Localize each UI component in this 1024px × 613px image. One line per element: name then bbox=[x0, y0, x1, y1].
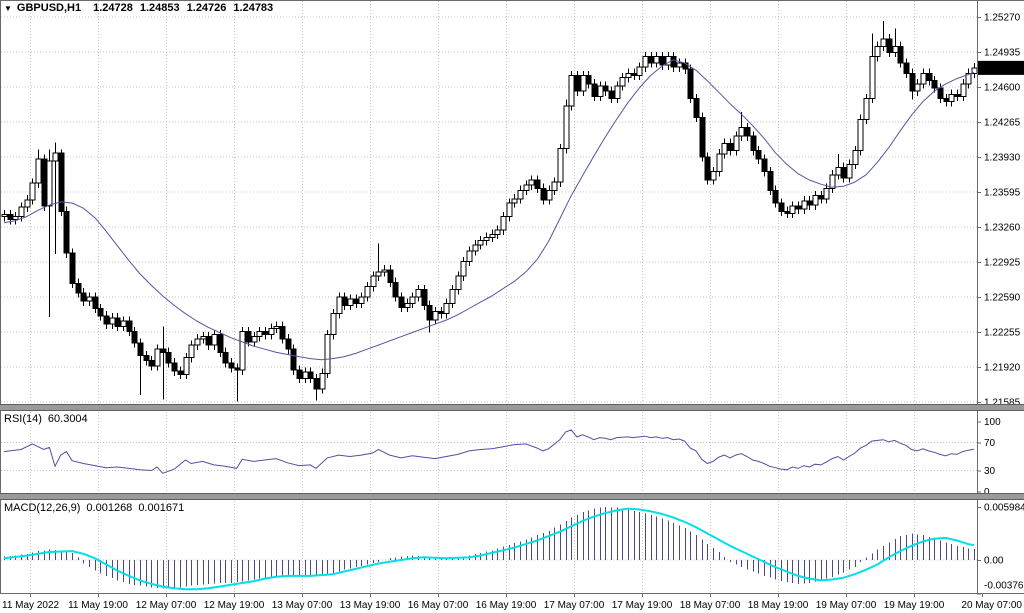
svg-text:100: 100 bbox=[984, 417, 1001, 428]
svg-text:0: 0 bbox=[984, 487, 990, 498]
svg-text:1.21585: 1.21585 bbox=[984, 398, 1021, 409]
candlesticks bbox=[1, 21, 978, 402]
svg-text:13 May 19:00: 13 May 19:00 bbox=[340, 600, 401, 611]
svg-text:1.21920: 1.21920 bbox=[984, 363, 1021, 374]
svg-text:0.005984: 0.005984 bbox=[984, 502, 1024, 513]
price-axis[interactable]: 1.25270 1.24935 1.24600 1.24265 1.23930 1.235… bbox=[977, 13, 1021, 409]
moving-average-line bbox=[3, 59, 975, 361]
svg-text:12 May 19:00: 12 May 19:00 bbox=[204, 600, 265, 611]
svg-text:20 May 07:00: 20 May 07:00 bbox=[961, 600, 1022, 611]
svg-text:17 May 07:00: 17 May 07:00 bbox=[544, 600, 605, 611]
rsi-axis[interactable]: 100 70 30 0 bbox=[977, 417, 1001, 498]
svg-text:-0.003762: -0.003762 bbox=[984, 581, 1024, 592]
svg-text:19 May 19:00: 19 May 19:00 bbox=[884, 600, 945, 611]
svg-text:1.24600: 1.24600 bbox=[984, 83, 1021, 94]
svg-text:1.23930: 1.23930 bbox=[984, 153, 1021, 164]
rsi-line bbox=[3, 429, 974, 474]
quote-low: 1.24726 bbox=[186, 2, 227, 14]
macd-name: MACD(12,26,9) bbox=[4, 502, 81, 514]
svg-text:30: 30 bbox=[984, 466, 996, 477]
svg-text:16 May 07:00: 16 May 07:00 bbox=[408, 600, 469, 611]
svg-text:18 May 07:00: 18 May 07:00 bbox=[680, 600, 741, 611]
svg-text:11 May 19:00: 11 May 19:00 bbox=[68, 600, 128, 611]
symbol-header: ▼ GBPUSD,H1 1.24728 1.24853 1.24726 1.24783 bbox=[4, 2, 280, 14]
macd-histogram bbox=[4, 506, 975, 589]
svg-text:13 May 07:00: 13 May 07:00 bbox=[272, 600, 333, 611]
macd-signal-value: 0.001671 bbox=[138, 502, 185, 514]
rsi-name: RSI(14) bbox=[4, 413, 42, 425]
time-axis[interactable]: 11 May 2022 11 May 19:00 12 May 07:00 12 Ma… bbox=[2, 594, 1022, 611]
macd-indicator-label: MACD(12,26,9) 0.001268 0.001671 bbox=[4, 502, 190, 514]
svg-text:17 May 19:00: 17 May 19:00 bbox=[612, 600, 673, 611]
svg-text:18 May 19:00: 18 May 19:00 bbox=[748, 600, 809, 611]
svg-text:1.23260: 1.23260 bbox=[984, 223, 1021, 234]
svg-text:19 May 07:00: 19 May 07:00 bbox=[816, 600, 877, 611]
macd-signal-line bbox=[3, 507, 975, 591]
svg-text:1.24935: 1.24935 bbox=[984, 48, 1021, 59]
symbol-dropdown-icon[interactable]: ▼ bbox=[4, 4, 12, 13]
rsi-indicator-label: RSI(14) 60.3004 bbox=[4, 413, 94, 425]
svg-text:0.00: 0.00 bbox=[984, 556, 1004, 567]
symbol-period-label: GBPUSD,H1 bbox=[16, 2, 82, 14]
svg-text:1.22255: 1.22255 bbox=[984, 328, 1021, 339]
macd-axis[interactable]: 0.005984 0.00 -0.003762 bbox=[977, 502, 1024, 595]
panel-borders bbox=[0, 0, 1024, 594]
svg-text:11 May 2022: 11 May 2022 bbox=[2, 600, 60, 611]
svg-text:1.22590: 1.22590 bbox=[984, 293, 1021, 304]
current-price-tag: 1.24783 bbox=[978, 60, 1024, 75]
panel-splitter-macd[interactable] bbox=[0, 493, 1024, 500]
svg-text:70: 70 bbox=[984, 438, 996, 449]
svg-text:1.25270: 1.25270 bbox=[984, 13, 1021, 24]
svg-text:1.22925: 1.22925 bbox=[984, 258, 1021, 269]
quote-open: 1.24728 bbox=[93, 2, 133, 14]
panel-splitter-rsi[interactable] bbox=[0, 404, 1024, 411]
quote-high: 1.24853 bbox=[139, 2, 180, 14]
svg-text:12 May 07:00: 12 May 07:00 bbox=[136, 600, 197, 611]
svg-text:1.24265: 1.24265 bbox=[984, 118, 1021, 129]
rsi-value: 60.3004 bbox=[47, 413, 88, 425]
quote-close: 1.24783 bbox=[233, 2, 274, 14]
svg-text:1.24783: 1.24783 bbox=[981, 63, 1018, 74]
svg-text:16 May 19:00: 16 May 19:00 bbox=[476, 600, 537, 611]
macd-value: 0.001268 bbox=[86, 502, 133, 514]
svg-text:1.23595: 1.23595 bbox=[984, 188, 1021, 199]
